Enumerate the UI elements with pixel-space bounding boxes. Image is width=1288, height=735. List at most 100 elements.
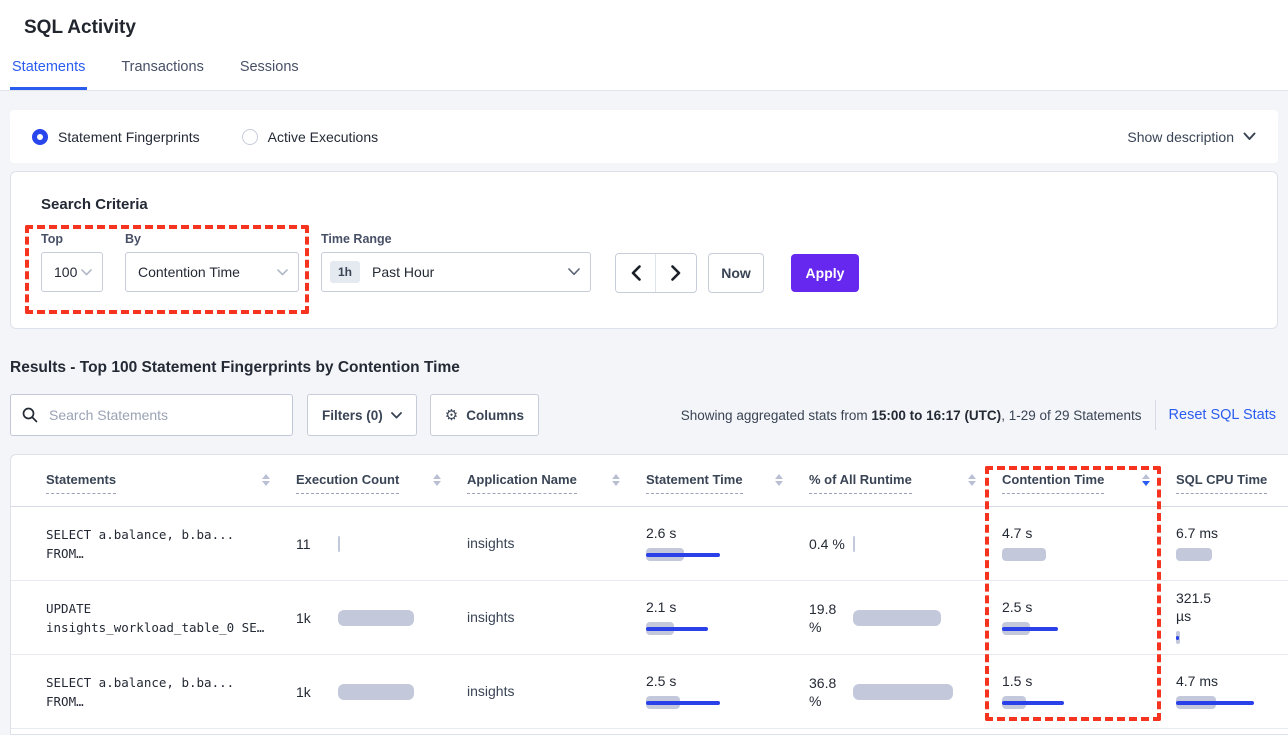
column-header-statements[interactable]: Statements [46,472,296,494]
statement-time-bar [646,547,809,563]
page-header: SQL Activity Statements Transactions Ses… [0,0,1288,91]
sort-desc-icon[interactable] [1142,474,1150,486]
exec-count-bar [338,535,340,552]
statement-cell[interactable]: SELECT a.balance, b.ba... FROM… [46,674,235,709]
execution-count-cell: 11 [296,535,467,553]
time-range-value: Past Hour [372,264,435,280]
column-header-percent-runtime[interactable]: % of All Runtime [809,472,1002,494]
radio-label: Active Executions [267,128,379,145]
previous-time-button[interactable] [616,254,656,292]
contention-time-bar [1002,621,1176,637]
column-header-sql-cpu-time[interactable]: SQL CPU Time [1176,472,1288,494]
exec-count-bar [338,609,414,626]
statements-table: Statements Execution Count Application N… [10,454,1288,735]
column-header-application-name[interactable]: Application Name [467,472,646,494]
tab-bar: Statements Transactions Sessions [10,59,301,90]
filters-button[interactable]: Filters (0) [307,394,417,436]
statement-time-bar [646,695,809,711]
exec-count-bar [338,683,414,700]
application-name-cell: insights [467,608,515,625]
top-select[interactable]: 100 [41,252,103,292]
sort-icon[interactable] [262,474,270,486]
show-description-label: Show description [1127,128,1234,145]
show-description-toggle[interactable]: Show description [1127,129,1256,145]
application-name-cell: insights [467,534,515,551]
table-row[interactable]: SELECT a.balance, b.ba... FROM… 11 insig… [11,507,1288,581]
columns-button[interactable]: ⚙ Columns [429,394,539,436]
search-statements-input[interactable] [10,394,293,436]
by-select-value: Contention Time [138,264,240,280]
tab-statements[interactable]: Statements [10,59,88,90]
execution-count-cell: 1k [296,683,467,701]
search-criteria-card: Search Criteria Top 100 By Contention Ti… [10,171,1278,329]
now-button[interactable]: Now [708,253,764,293]
statement-cell[interactable]: UPDATE insights_workload_table_0 SE… [46,600,265,635]
time-range-label: Time Range [321,232,392,246]
time-range-field: Time Range 1h Past Hour [321,232,591,292]
chevron-down-icon [81,268,92,275]
search-statements-field [10,394,293,436]
vertical-divider [1154,400,1156,430]
reset-sql-stats-link[interactable]: Reset SQL Stats [1168,407,1276,423]
column-header-execution-count[interactable]: Execution Count [296,472,467,494]
top-field: Top 100 [41,232,103,292]
percent-runtime-cell: 0.4 % [809,535,1002,553]
next-time-button[interactable] [656,254,696,292]
cpu-time-bar [1176,547,1288,563]
aggregated-stats-text: Showing aggregated stats from 15:00 to 1… [680,407,1142,423]
apply-button[interactable]: Apply [791,254,859,292]
tab-sessions[interactable]: Sessions [239,59,299,75]
results-heading: Results - Top 100 Statement Fingerprints… [10,359,460,376]
chevron-right-icon [671,265,681,281]
page-title: SQL Activity [24,17,136,38]
contention-time-bar [1002,695,1176,711]
runtime-bar [853,683,953,700]
time-nav-group [615,253,697,293]
chevron-down-icon [1243,132,1256,140]
table-header-row: Statements Execution Count Application N… [11,455,1288,507]
sort-icon[interactable] [775,474,783,486]
contention-time-cell: 4.7 s [1002,524,1176,563]
by-label: By [125,232,141,246]
statement-time-bar [646,621,809,637]
cpu-time-bar [1176,695,1288,711]
chevron-down-icon [277,268,288,275]
top-select-value: 100 [54,264,78,280]
sql-cpu-time-cell: 6.7 ms [1176,524,1288,563]
contention-time-cell: 1.5 s [1002,672,1176,711]
view-toggle-bar: Statement Fingerprints Active Executions… [10,110,1278,163]
top-label: Top [41,232,63,246]
chevron-down-icon [568,268,580,276]
tab-transactions[interactable]: Transactions [121,59,204,75]
radio-selected-icon[interactable] [32,128,48,145]
sort-icon[interactable] [612,474,620,486]
statement-cell[interactable]: SELECT a.balance, b.ba... FROM… [46,526,235,561]
by-field: By Contention Time [103,232,299,292]
radio-unselected-icon[interactable] [241,128,258,145]
by-select[interactable]: Contention Time [125,252,299,292]
table-row[interactable]: SELECT a.balance, b.ba... FROM… 1k insig… [11,655,1288,729]
contention-time-bar [1002,547,1176,563]
application-name-cell: insights [467,682,515,699]
statement-time-cell: 2.6 s [646,524,809,563]
sql-cpu-time-cell: 4.7 ms [1176,672,1288,711]
contention-time-cell: 2.5 s [1002,598,1176,637]
table-row[interactable]: UPDATE insights_workload_table_0 SE… 1k … [11,581,1288,655]
column-header-contention-time[interactable]: Contention Time [1002,472,1176,494]
chevron-left-icon [631,265,641,281]
results-toolbar: Filters (0) ⚙ Columns Showing aggregated… [10,394,1278,436]
radio-label: Statement Fingerprints [58,128,200,145]
sql-cpu-time-cell: 321.5 µs [1176,589,1288,646]
time-range-select[interactable]: 1h Past Hour [321,252,591,292]
sort-icon[interactable] [433,474,441,486]
chevron-down-icon [390,411,402,418]
column-header-statement-time[interactable]: Statement Time [646,472,809,494]
radio-statement-fingerprints[interactable]: Statement Fingerprints [32,128,200,145]
search-icon [22,407,38,423]
percent-runtime-cell: 19.8% [809,600,1002,636]
runtime-bar [853,535,855,552]
sort-icon[interactable] [968,474,976,486]
radio-active-executions[interactable]: Active Executions [241,128,379,145]
statement-time-cell: 2.5 s [646,672,809,711]
statement-time-cell: 2.1 s [646,598,809,637]
